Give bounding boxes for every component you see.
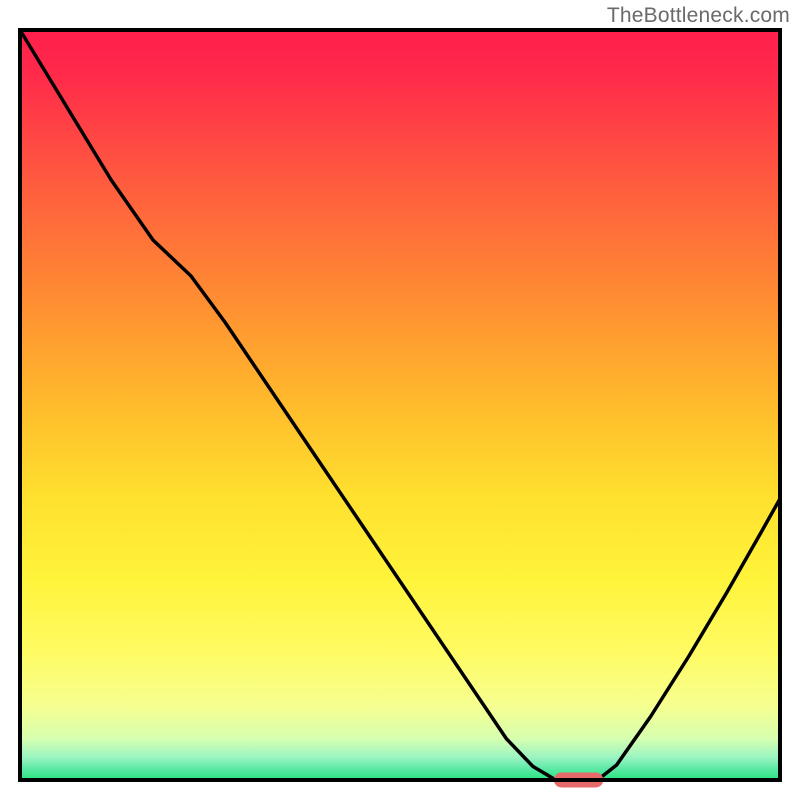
- watermark-text: TheBottleneck.com: [607, 4, 790, 28]
- chart-container: TheBottleneck.com: [0, 0, 800, 800]
- bottleneck-chart-svg: [0, 0, 800, 800]
- gradient-background: [20, 30, 780, 780]
